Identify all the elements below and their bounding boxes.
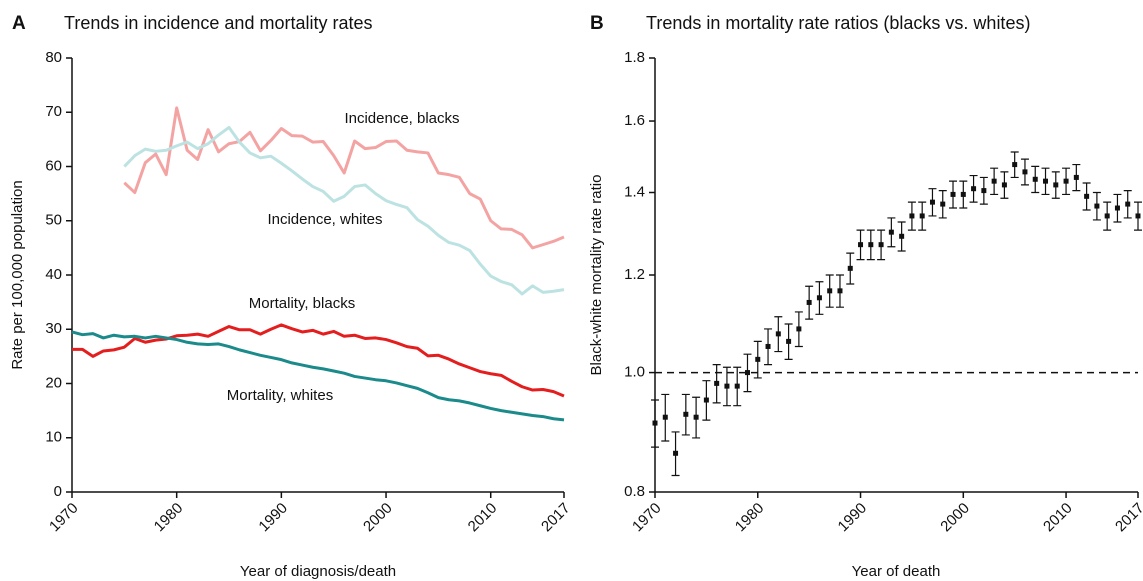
point <box>693 414 699 420</box>
point <box>929 199 935 205</box>
point <box>950 191 956 197</box>
y-tick-label: 20 <box>45 374 62 391</box>
point <box>1104 213 1110 219</box>
point <box>827 288 833 294</box>
point <box>1114 205 1120 211</box>
panel-label: B <box>590 13 604 34</box>
point <box>755 356 761 362</box>
point <box>765 343 771 349</box>
point <box>1001 182 1007 188</box>
y-tick-label: 60 <box>45 157 62 174</box>
chart-title: Trends in mortality rate ratios (blacks … <box>646 13 1030 33</box>
series-label: Mortality, whites <box>227 387 333 404</box>
x-tick-label: 2010 <box>465 500 501 536</box>
point <box>1125 201 1131 207</box>
point <box>1012 162 1018 168</box>
y-tick-label: 70 <box>45 103 62 120</box>
series-line <box>71 330 565 422</box>
series-label: Mortality, blacks <box>249 295 355 312</box>
panel-label: A <box>12 13 26 34</box>
x-tick-label: 1990 <box>835 500 871 536</box>
x-tick-label: 1980 <box>732 500 768 536</box>
x-tick-label: 1990 <box>255 500 291 536</box>
point <box>806 299 812 305</box>
point <box>786 338 792 344</box>
y-tick-label: 1.2 <box>624 266 645 283</box>
point <box>714 380 720 386</box>
y-tick-label: 10 <box>45 429 62 446</box>
point <box>744 370 750 376</box>
y-axis-label: Black-white mortality rate ratio <box>588 175 605 376</box>
point <box>888 229 894 235</box>
point <box>909 213 915 219</box>
y-tick-label: 1.8 <box>624 49 645 66</box>
point <box>683 411 689 417</box>
y-tick-label: 40 <box>45 266 62 283</box>
point <box>796 326 802 332</box>
point <box>652 420 658 426</box>
x-tick-label: 1970 <box>629 500 665 536</box>
point <box>673 450 679 456</box>
y-axis-label: Rate per 100,000 population <box>9 180 26 369</box>
point <box>662 414 668 420</box>
point <box>1063 178 1069 184</box>
y-tick-label: 0 <box>54 483 62 500</box>
point <box>734 383 740 389</box>
point <box>981 188 987 194</box>
point <box>837 288 843 294</box>
x-tick-label: 2000 <box>360 500 396 536</box>
x-tick-label: 1970 <box>46 500 82 536</box>
series-label: Incidence, whites <box>267 211 382 228</box>
point <box>858 242 864 248</box>
y-tick-label: 30 <box>45 320 62 337</box>
x-axis-label: Year of death <box>852 563 941 580</box>
chart-title: Trends in incidence and mortality rates <box>64 13 372 33</box>
point <box>1094 203 1100 209</box>
y-tick-label: 80 <box>45 49 62 66</box>
x-tick-label: 2017 <box>1112 500 1143 536</box>
point <box>899 233 905 239</box>
x-tick-label: 2000 <box>937 500 973 536</box>
point <box>940 201 946 207</box>
point <box>1073 174 1079 180</box>
point <box>703 397 709 403</box>
series-line <box>123 125 565 296</box>
x-tick-label: 2017 <box>538 500 574 536</box>
y-tick-label: 1.6 <box>624 112 645 129</box>
series-line <box>72 323 565 398</box>
series-label: Incidence, blacks <box>344 110 459 127</box>
point <box>1084 193 1090 199</box>
point <box>724 383 730 389</box>
point <box>1022 169 1028 175</box>
y-tick-label: 50 <box>45 212 62 229</box>
y-tick-label: 1.0 <box>624 364 645 381</box>
point <box>1043 178 1049 184</box>
point <box>1135 213 1141 219</box>
point <box>960 191 966 197</box>
point <box>878 242 884 248</box>
point <box>1032 176 1038 182</box>
point <box>868 242 874 248</box>
point <box>919 213 925 219</box>
series-line <box>123 106 565 250</box>
point <box>991 178 997 184</box>
x-axis-label: Year of diagnosis/death <box>240 563 396 580</box>
point <box>816 295 822 301</box>
point <box>775 331 781 337</box>
y-tick-label: 0.8 <box>624 483 645 500</box>
x-tick-label: 1980 <box>151 500 187 536</box>
point <box>971 186 977 192</box>
point <box>847 265 853 271</box>
x-tick-label: 2010 <box>1040 500 1076 536</box>
point <box>1053 182 1059 188</box>
y-tick-label: 1.4 <box>624 183 645 200</box>
